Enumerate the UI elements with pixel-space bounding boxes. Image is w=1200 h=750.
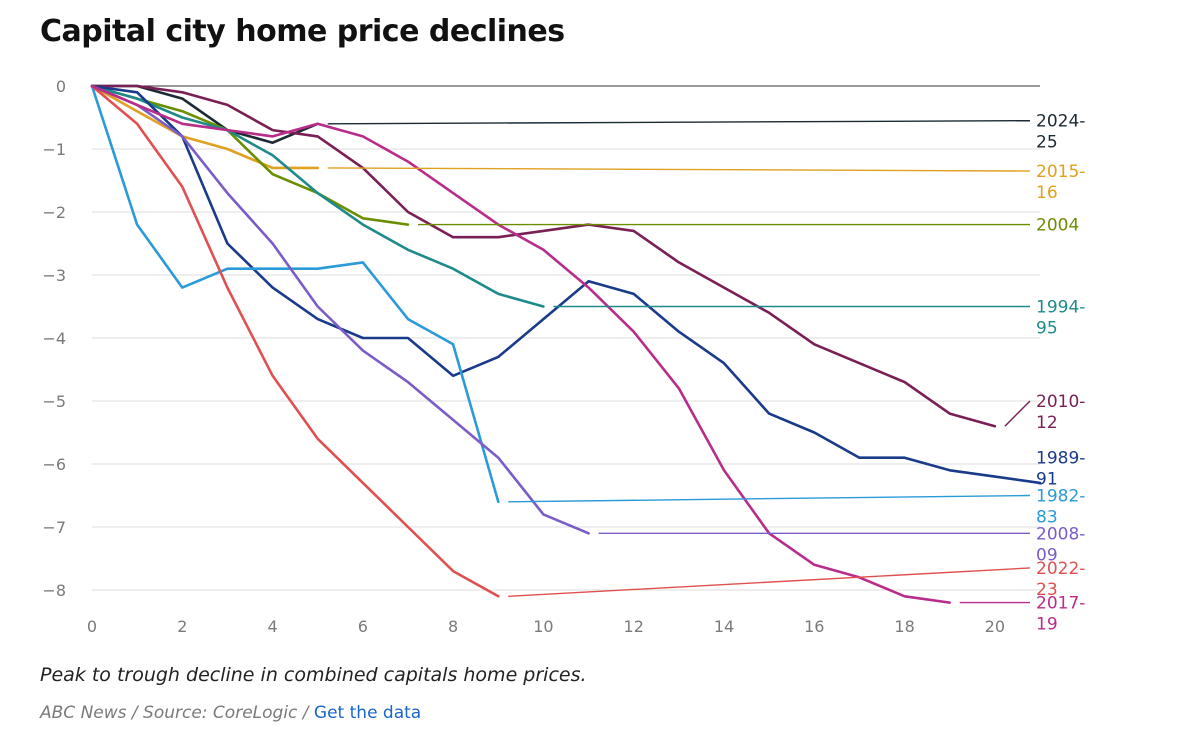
- gridlines: [92, 85, 1040, 591]
- source-line: ABC News / Source: CoreLogic / Get the d…: [40, 703, 421, 723]
- x-tick-label: 16: [804, 617, 824, 636]
- x-tick-label: 2: [177, 617, 187, 636]
- series-label-1989-91: 1989-91: [1036, 449, 1085, 490]
- y-tick-label: −3: [42, 266, 66, 285]
- line-chart: 0 −1 −2 −3 −4 −5 −6 −7 −8 0 2 4 6 8 10 12 14 16 18 20 2024-…: [42, 77, 1085, 636]
- y-tick-label: −1: [42, 140, 66, 159]
- y-tick-label: −4: [42, 329, 66, 348]
- leader-line-1982-83: [508, 494, 1031, 503]
- axis-ticks: 0 −1 −2 −3 −4 −5 −6 −7 −8 0 2 4 6 8 10 12 14 16 18 20: [42, 77, 1005, 636]
- series-line-1989-91: [90, 84, 1042, 485]
- x-tick-label: 8: [448, 617, 458, 636]
- x-tick-label: 18: [894, 617, 914, 636]
- x-tick-label: 20: [985, 617, 1005, 636]
- x-tick-label: 12: [624, 617, 644, 636]
- y-tick-label: −8: [42, 581, 66, 600]
- y-tick-label: −7: [42, 518, 66, 537]
- series-line-1994-95: [90, 84, 545, 308]
- leader-line-2010-12: [1004, 400, 1031, 427]
- series-label-2017-19: 2017-19: [1036, 594, 1085, 635]
- y-tick-label: −5: [42, 392, 66, 411]
- series-label-2004: 2004: [1036, 216, 1079, 236]
- get-the-data-link[interactable]: Get the data: [313, 703, 422, 723]
- series-line-2017-19: [90, 84, 952, 604]
- series-label-2015-16: 2015-16: [1036, 162, 1085, 203]
- leader-line-2015-16: [327, 167, 1031, 172]
- series-line-1982-83: [90, 84, 500, 504]
- x-tick-label: 14: [714, 617, 734, 636]
- series-line-2008-09: [90, 84, 590, 535]
- series-label-2010-12: 2010-12: [1036, 392, 1085, 433]
- x-tick-label: 10: [533, 617, 553, 636]
- leader-line-2024-25: [327, 119, 1031, 125]
- series-line-2022-23: [90, 84, 500, 598]
- series-line-2015-16: [90, 84, 320, 170]
- y-tick-label: −2: [42, 203, 66, 222]
- series-label-2008-09: 2008-09: [1036, 524, 1085, 565]
- x-tick-label: 6: [358, 617, 368, 636]
- series-label-2024-25: 2024-25: [1036, 112, 1085, 153]
- series-label-2022-23: 2022-23: [1036, 559, 1085, 600]
- series-labels: 2024-25 2015-16 2004 1994-95 2010-12 1989-911…: [1036, 112, 1085, 635]
- chart-caption: Peak to trough decline in combined capit…: [40, 664, 587, 686]
- series-label-1994-95: 1994-95: [1036, 298, 1085, 339]
- y-tick-label: −6: [42, 455, 66, 474]
- source-text: ABC News / Source: CoreLogic /: [40, 703, 309, 723]
- x-tick-label: 4: [267, 617, 277, 636]
- y-tick-label: 0: [56, 77, 66, 96]
- series-line-2010-12: [90, 84, 997, 428]
- x-tick-label: 0: [87, 617, 97, 636]
- series-lines: [90, 84, 1042, 604]
- leader-line-2022-23: [508, 567, 1031, 597]
- label-leader-lines: [327, 119, 1031, 604]
- chart-title: Capital city home price declines: [40, 14, 565, 49]
- series-label-1982-83: 1982-83: [1036, 487, 1085, 528]
